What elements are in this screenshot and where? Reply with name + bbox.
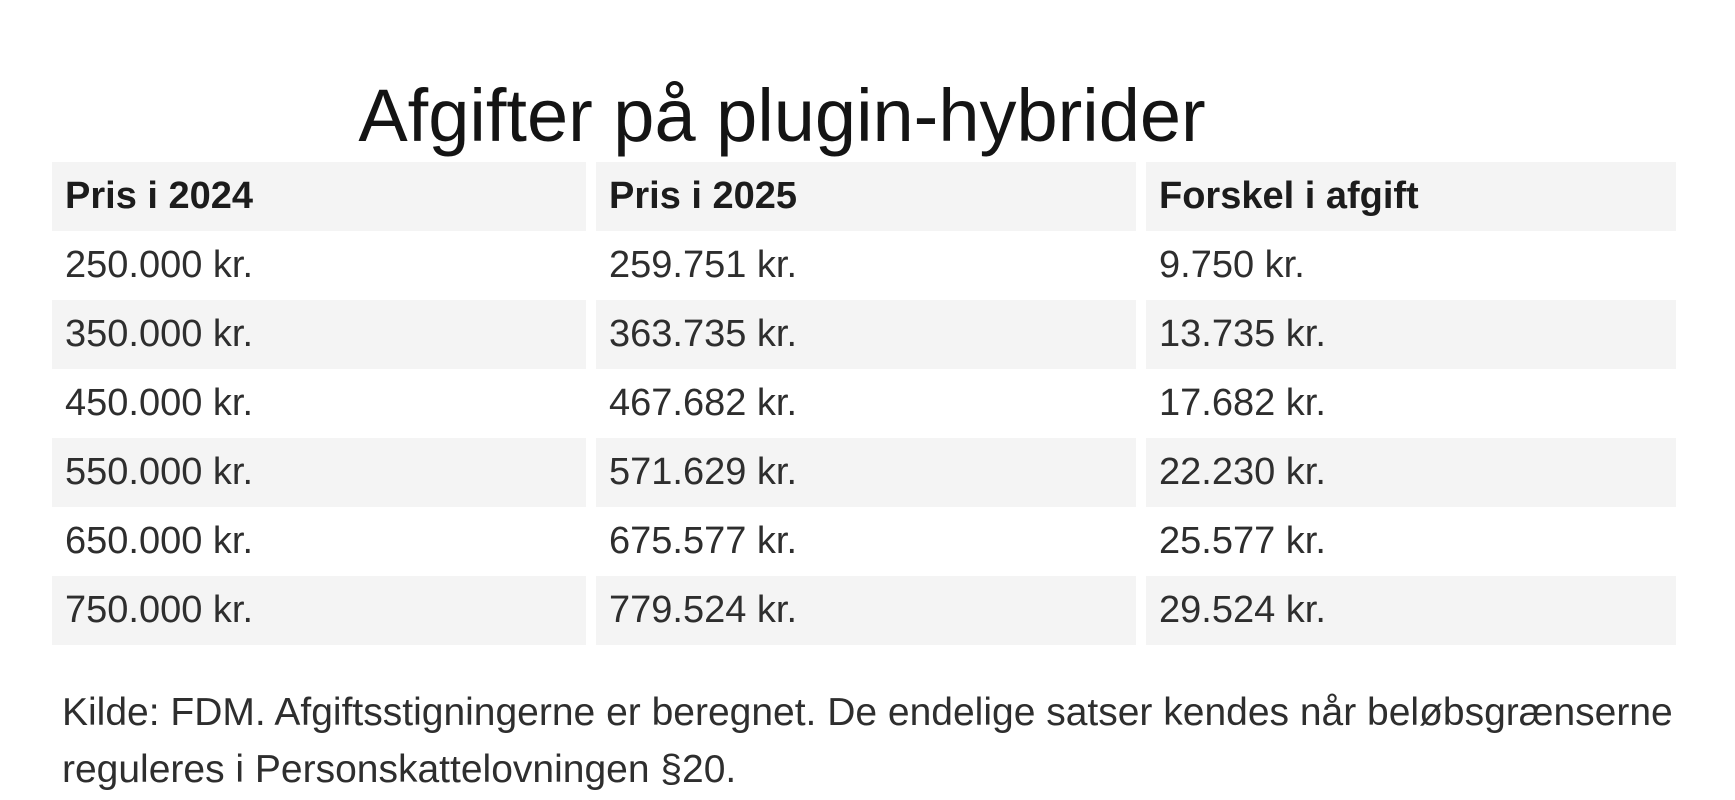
source-note-line1: Kilde: FDM. Afgiftsstigningerne er bereg… [62, 691, 1673, 734]
source-note-line2: reguleres i Personskattelovningen §20. [62, 748, 737, 791]
header-cell-pris-2025: Pris i 2025 [596, 162, 1136, 231]
table-body: 250.000 kr. 259.751 kr. 9.750 kr. 350.000 k… [52, 231, 1676, 645]
table-cell: 779.524 kr. [596, 576, 1136, 645]
table-header-row: Pris i 2024 Pris i 2025 Forskel i afgift [52, 162, 1676, 231]
table-cell: 9.750 kr. [1146, 231, 1676, 300]
table-cell: 675.577 kr. [596, 507, 1136, 576]
table-cell: 750.000 kr. [52, 576, 586, 645]
table-cell: 450.000 kr. [52, 369, 586, 438]
table-row: 550.000 kr. 571.629 kr. 22.230 kr. [52, 438, 1676, 507]
price-table: Pris i 2024 Pris i 2025 Forskel i afgift… [42, 162, 1686, 645]
table-cell: 350.000 kr. [52, 300, 586, 369]
table-cell: 29.524 kr. [1146, 576, 1676, 645]
table-row: 750.000 kr. 779.524 kr. 29.524 kr. [52, 576, 1676, 645]
table-cell: 25.577 kr. [1146, 507, 1676, 576]
table-cell: 17.682 kr. [1146, 369, 1676, 438]
header-cell-pris-2024: Pris i 2024 [52, 162, 586, 231]
table-cell: 571.629 kr. [596, 438, 1136, 507]
source-note: Kilde: FDM. Afgiftsstigningerne er bereg… [62, 684, 1673, 798]
table-row: 250.000 kr. 259.751 kr. 9.750 kr. [52, 231, 1676, 300]
table-row: 650.000 kr. 675.577 kr. 25.577 kr. [52, 507, 1676, 576]
header-cell-forskel-afgift: Forskel i afgift [1146, 162, 1676, 231]
table-cell: 363.735 kr. [596, 300, 1136, 369]
table-cell: 550.000 kr. [52, 438, 586, 507]
table-cell: 22.230 kr. [1146, 438, 1676, 507]
chart-title: Afgifter på plugin-hybrider [358, 73, 1206, 157]
table-cell: 467.682 kr. [596, 369, 1136, 438]
table-cell: 250.000 kr. [52, 231, 586, 300]
table-row: 450.000 kr. 467.682 kr. 17.682 kr. [52, 369, 1676, 438]
table-cell: 650.000 kr. [52, 507, 586, 576]
table-cell: 13.735 kr. [1146, 300, 1676, 369]
table-cell: 259.751 kr. [596, 231, 1136, 300]
table-row: 350.000 kr. 363.735 kr. 13.735 kr. [52, 300, 1676, 369]
